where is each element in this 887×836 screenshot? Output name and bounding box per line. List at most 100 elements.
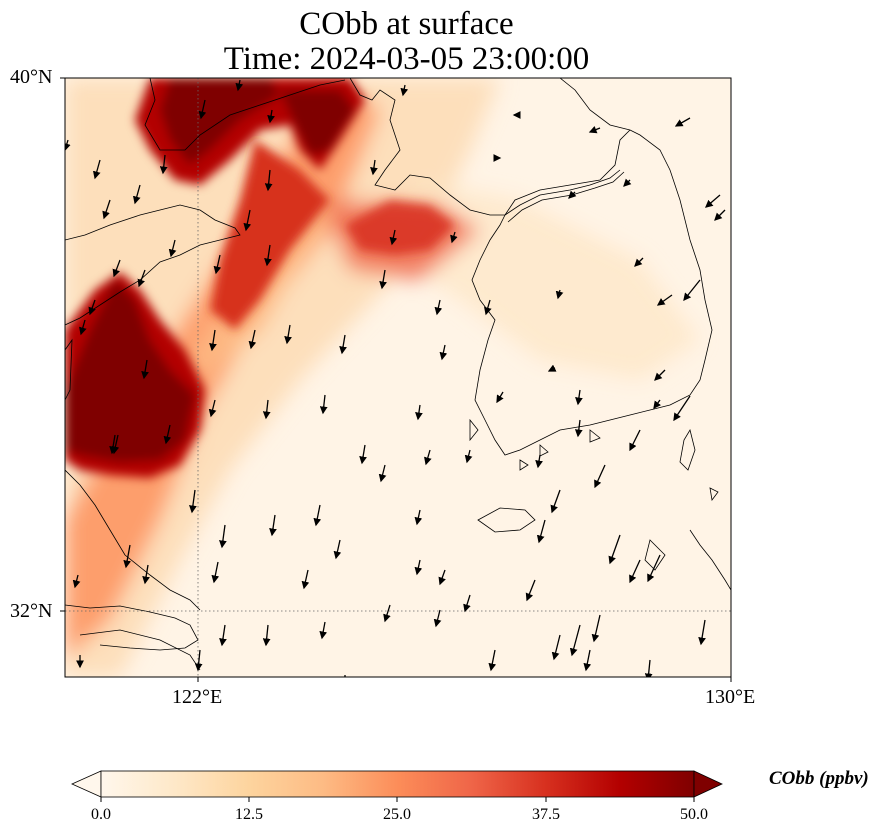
wind-arrow [313,504,322,527]
wind-arrow [333,539,342,560]
wind-arrow [414,559,423,576]
wind-arrow [550,489,561,514]
wind-arrow [464,449,473,464]
axis-ticks [60,77,732,682]
wind-arrow [112,259,121,278]
wind-arrow [594,464,606,489]
wind-arrow [574,419,583,438]
wind-arrow [269,514,277,537]
map-frame [64,77,732,678]
wind-arrow [92,159,101,180]
wind-arrow [484,299,492,316]
wind-arrow [209,329,217,352]
wind-arrow [400,84,409,97]
lat-label-40n: 40°N [10,66,53,88]
wind-arrow [433,609,442,628]
wind-arrow [463,594,471,613]
wind-arrow [569,624,581,657]
wind-arrow [583,649,592,672]
wind-arrow [424,449,432,466]
colorbar-extend-min [71,770,102,798]
wind-arrow [132,184,141,205]
wind-arrow [656,294,673,306]
colorbar-extend-max [693,770,723,798]
wind-arrow [267,109,275,124]
wind-arrow [235,79,244,92]
wind-arrow [389,229,398,246]
colorbar-tick-label: 12.5 [235,806,263,823]
wind-arrow [194,649,203,672]
wind-arrow [629,559,641,584]
concentration-field [65,78,731,677]
wind-arrow [198,99,207,120]
wind-arrow [262,624,271,647]
figure-subtitle-time: Time: 2024-03-05 23:00:00 [223,41,590,77]
wind-arrow [109,434,117,455]
wind-arrow [535,454,543,469]
wind-arrow [88,299,96,316]
wind-arrow [378,464,387,483]
wind-arrow [359,444,367,465]
colorbar-tick-label: 0.0 [91,806,111,823]
wind-arrow [301,569,310,590]
wind-arrow [243,209,252,232]
wind-arrow [264,169,273,192]
wind-arrow [415,404,423,421]
wind-arrow [496,391,504,404]
colorbar-tick-label: 37.5 [532,806,560,823]
wind-arrow [219,524,227,549]
wind-arrow [608,534,621,565]
wind-arrow [262,399,271,420]
wind-arrow [72,574,81,589]
wind-arrow [591,614,601,643]
wind-arrow [213,254,222,275]
colorbar [71,770,723,802]
graticule [65,78,731,677]
wind-arrow [698,619,706,646]
wind-arrow [339,334,347,355]
wind-arrow [705,194,721,208]
wind-arrow [647,554,661,583]
wind-arrow [525,579,536,602]
wind-arrow [588,125,601,134]
wind-arrow [674,117,691,127]
lon-label-122e: 122°E [172,686,223,708]
wind-arrow [79,319,87,336]
wind-arrow [654,369,666,381]
wind-arrow [439,344,448,361]
wind-arrow [434,299,443,316]
wind-arrow [450,231,458,244]
wind-arrow [683,279,701,302]
wind-arrow [123,544,131,569]
wind-arrow [488,649,497,672]
wind-arrow [219,624,227,647]
wind-arrow [189,489,197,514]
wind-vectors [65,79,726,677]
wind-arrow [575,389,583,406]
wind-arrow [319,394,328,415]
wind-arrow [438,569,446,586]
wind-arrow [168,239,177,258]
colorbar-tick-label: 50.0 [680,806,708,823]
wind-arrow [141,359,149,380]
colorbar-label: CObb (ppbv) [769,768,869,789]
wind-arrow [653,399,662,410]
wind-arrow [211,561,220,584]
wind-arrow [163,424,172,445]
wind-arrow [714,209,726,221]
wind-arrow [551,634,561,661]
wind-arrow [264,244,272,267]
wind-arrow [142,564,150,585]
wind-arrow [284,324,292,345]
colorbar-body [100,770,695,798]
wind-arrow [536,519,546,544]
wind-arrow [634,257,644,267]
wind-arrow [248,329,257,350]
figure-title: CObb at surface [299,6,514,42]
wind-arrow [370,159,378,176]
colorbar-tick-label: 25.0 [383,806,411,823]
lat-label-32n: 32°N [10,600,53,622]
wind-arrow [414,509,423,526]
wind-arrow [673,395,691,422]
